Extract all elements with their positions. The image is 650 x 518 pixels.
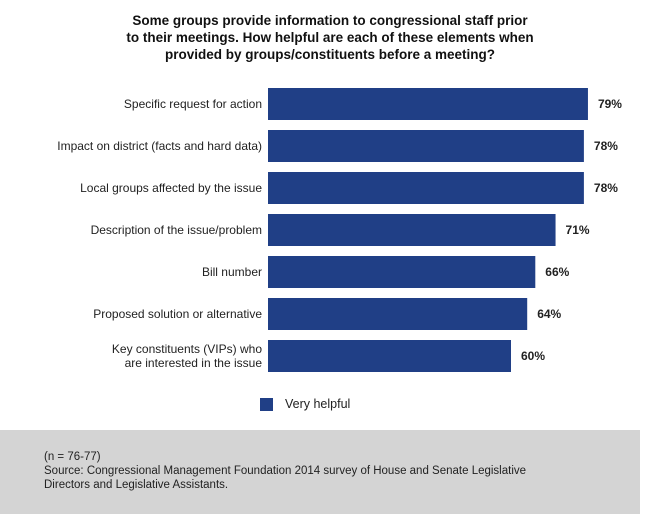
chart-title-line: Some groups provide information to congr…	[132, 13, 528, 28]
legend-swatch	[260, 397, 273, 411]
value-label: 64%	[537, 307, 561, 321]
category-label: Impact on district (facts and hard data)	[57, 139, 262, 153]
bar-chart: Specific request for action 79% Impact on …	[57, 88, 622, 372]
bar	[268, 298, 528, 330]
category-label: Description of the issue/problem	[91, 223, 262, 237]
chart-title-line: provided by groups/constituents before a…	[164, 47, 496, 62]
category-label: Bill number	[202, 265, 262, 279]
bar	[268, 340, 511, 372]
legend: Very helpful	[260, 396, 350, 412]
sample-size: (n = 76-77)	[44, 451, 101, 463]
value-label: 78%	[594, 139, 618, 153]
bar	[268, 256, 536, 288]
bar	[268, 214, 556, 246]
bar	[268, 88, 588, 120]
value-label: 79%	[598, 97, 622, 111]
source-note: Source: Congressional Management Foundat…	[44, 465, 527, 491]
chart-title: Some groups provide information to congr…	[60, 12, 600, 63]
value-label: 78%	[594, 181, 618, 195]
bar	[268, 172, 584, 204]
category-label: Key constituents (VIPs) who	[112, 342, 262, 356]
bar	[268, 130, 584, 162]
source-footer: (n = 76-77) Source: Congressional Manage…	[0, 430, 640, 514]
category-label: Proposed solution or alternative	[93, 307, 262, 321]
category-label: are interested in the issue	[125, 356, 263, 370]
value-label: 60%	[521, 349, 545, 363]
legend-label: Very helpful	[285, 397, 351, 411]
value-label: 71%	[566, 223, 590, 237]
category-label: Local groups affected by the issue	[80, 181, 262, 195]
chart-title-line: to their meetings. How helpful are each …	[126, 30, 534, 45]
category-label: Specific request for action	[124, 97, 262, 111]
value-label: 66%	[545, 265, 569, 279]
